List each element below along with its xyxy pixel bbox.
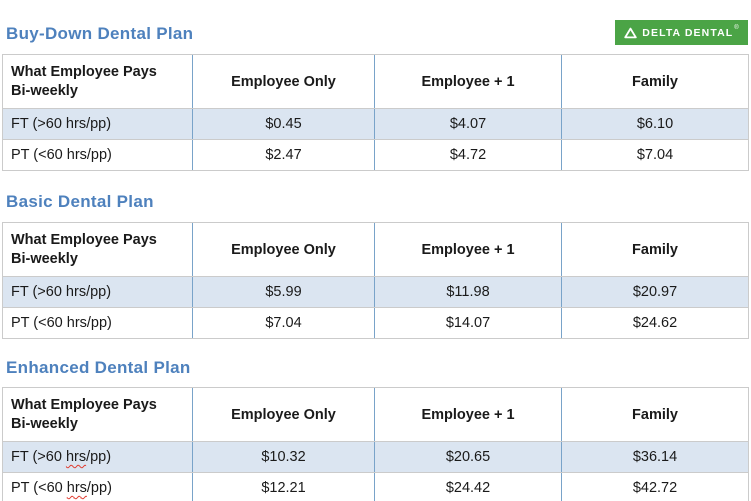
delta-dental-logo: DELTA DENTAL ® xyxy=(615,20,748,45)
rate-cell: $0.45 xyxy=(192,108,375,140)
column-header-line2: Bi-weekly xyxy=(11,82,78,99)
column-header-pays-biweekly: What Employee Pays Bi-weekly xyxy=(2,387,193,442)
spellcheck-flagged-word: hrs xyxy=(65,449,87,465)
row-label-text: PT (<60 xyxy=(11,480,67,496)
plan-title-buydown: Buy-Down Dental Plan xyxy=(6,24,194,43)
table-row-ft: FT (>60 hrs/pp) $5.99 $11.98 $20.97 xyxy=(2,276,749,308)
row-label-pt: PT (<60 hrs/pp) xyxy=(2,472,193,501)
rate-cell: $24.42 xyxy=(374,472,562,501)
rate-cell: $10.32 xyxy=(192,441,375,473)
rate-cell: $24.62 xyxy=(561,307,749,339)
column-header-employee-plus1: Employee + 1 xyxy=(374,54,562,109)
rate-table-enhanced: What Employee Pays Bi-weekly Employee On… xyxy=(2,387,749,501)
spellcheck-flagged-word: hrs xyxy=(66,480,87,496)
column-header-line1: What Employee Pays xyxy=(11,396,157,413)
plan-title-enhanced: Enhanced Dental Plan xyxy=(6,358,191,377)
row-label-ft: FT (>60 hrs/pp) xyxy=(2,441,193,473)
column-header-employee-plus1: Employee + 1 xyxy=(374,222,562,277)
column-header-employee-only: Employee Only xyxy=(192,387,375,442)
rate-cell: $42.72 xyxy=(561,472,749,501)
table-row-pt: PT (<60 hrs/pp) $12.21 $24.42 $42.72 xyxy=(2,472,749,501)
column-header-family: Family xyxy=(561,222,749,277)
rate-cell: $6.10 xyxy=(561,108,749,140)
row-label-pt: PT (<60 hrs/pp) xyxy=(2,307,193,339)
table-row-pt: PT (<60 hrs/pp) $7.04 $14.07 $24.62 xyxy=(2,307,749,339)
table-header-row: What Employee Pays Bi-weekly Employee On… xyxy=(2,54,749,109)
rate-cell: $7.04 xyxy=(561,139,749,171)
table-header-row: What Employee Pays Bi-weekly Employee On… xyxy=(2,387,749,442)
column-header-pays-biweekly: What Employee Pays Bi-weekly xyxy=(2,222,193,277)
logo-text: DELTA DENTAL xyxy=(642,26,734,39)
row-label-text: /pp) xyxy=(86,449,112,465)
column-header-line1: What Employee Pays xyxy=(11,63,157,80)
table-header-row: What Employee Pays Bi-weekly Employee On… xyxy=(2,222,749,277)
logo-trademark: ® xyxy=(734,25,739,31)
rate-cell: $5.99 xyxy=(192,276,375,308)
column-header-employee-only: Employee Only xyxy=(192,54,375,109)
delta-triangle-icon xyxy=(624,27,637,39)
rate-cell: $36.14 xyxy=(561,441,749,473)
row-label-text: FT (>60 xyxy=(11,449,66,465)
rate-table-buydown: What Employee Pays Bi-weekly Employee On… xyxy=(2,54,749,171)
plan-title-basic: Basic Dental Plan xyxy=(6,192,154,211)
rate-cell: $20.65 xyxy=(374,441,562,473)
row-label-ft: FT (>60 hrs/pp) xyxy=(2,108,193,140)
column-header-line2: Bi-weekly xyxy=(11,415,78,432)
rate-cell: $20.97 xyxy=(561,276,749,308)
rate-cell: $12.21 xyxy=(192,472,375,501)
rate-cell: $4.07 xyxy=(374,108,562,140)
table-row-ft: FT (>60 hrs/pp) $10.32 $20.65 $36.14 xyxy=(2,441,749,473)
table-row-pt: PT (<60 hrs/pp) $2.47 $4.72 $7.04 xyxy=(2,139,749,171)
table-row-ft: FT (>60 hrs/pp) $0.45 $4.07 $6.10 xyxy=(2,108,749,140)
row-label-pt: PT (<60 hrs/pp) xyxy=(2,139,193,171)
row-label-text: /pp) xyxy=(86,480,112,496)
column-header-employee-only: Employee Only xyxy=(192,222,375,277)
column-header-family: Family xyxy=(561,387,749,442)
rate-cell: $7.04 xyxy=(192,307,375,339)
column-header-family: Family xyxy=(561,54,749,109)
rate-cell: $14.07 xyxy=(374,307,562,339)
column-header-line2: Bi-weekly xyxy=(11,250,78,267)
rate-cell: $2.47 xyxy=(192,139,375,171)
row-label-ft: FT (>60 hrs/pp) xyxy=(2,276,193,308)
rate-cell: $4.72 xyxy=(374,139,562,171)
column-header-employee-plus1: Employee + 1 xyxy=(374,387,562,442)
column-header-pays-biweekly: What Employee Pays Bi-weekly xyxy=(2,54,193,109)
rate-cell: $11.98 xyxy=(374,276,562,308)
rate-table-basic: What Employee Pays Bi-weekly Employee On… xyxy=(2,222,749,339)
column-header-line1: What Employee Pays xyxy=(11,231,157,248)
